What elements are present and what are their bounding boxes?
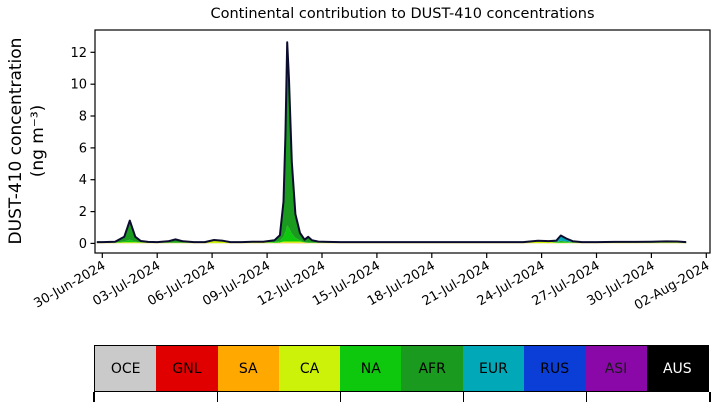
y-tick-label: 2 <box>79 205 87 220</box>
legend-axis-ticks <box>93 391 711 402</box>
area-eur <box>96 42 687 243</box>
legend-item-asi: ASI <box>585 346 647 391</box>
y-tick-label: 10 <box>70 78 87 93</box>
area-na <box>96 225 687 243</box>
legend-item-gnl: GNL <box>156 346 218 391</box>
continent-legend: OCE GNL SA CA NA AFR EUR RUS ASI AUS <box>94 345 709 392</box>
legend-item-aus: AUS <box>646 346 708 391</box>
legend-item-oce: OCE <box>95 346 157 391</box>
y-tick-label: 4 <box>79 173 87 188</box>
legend-axis-tick <box>339 391 342 402</box>
legend-item-rus: RUS <box>524 346 586 391</box>
y-tick-label: 0 <box>79 237 87 252</box>
area-sa <box>96 242 687 244</box>
legend-axis-tick <box>216 391 218 402</box>
legend-item-afr: AFR <box>401 346 463 391</box>
area-afr <box>96 42 687 243</box>
y-tick-label: 6 <box>79 141 87 156</box>
legend-item-eur: EUR <box>462 346 525 391</box>
plot-border <box>94 29 711 254</box>
area-ca <box>96 240 687 244</box>
total-outline <box>96 41 687 244</box>
legend-axis-tick <box>586 391 588 402</box>
legend-item-na: NA <box>340 346 402 391</box>
legend-item-ca: CA <box>278 346 341 391</box>
y-tick-label: 12 <box>70 46 87 61</box>
legend-axis-tick <box>93 391 95 402</box>
chart-title: Continental contribution to DUST-410 con… <box>210 6 595 22</box>
legend-axis-tick <box>709 391 711 402</box>
legend-item-sa: SA <box>217 346 279 391</box>
y-tick-label: 8 <box>79 110 87 125</box>
legend-axis-tick <box>462 391 465 402</box>
